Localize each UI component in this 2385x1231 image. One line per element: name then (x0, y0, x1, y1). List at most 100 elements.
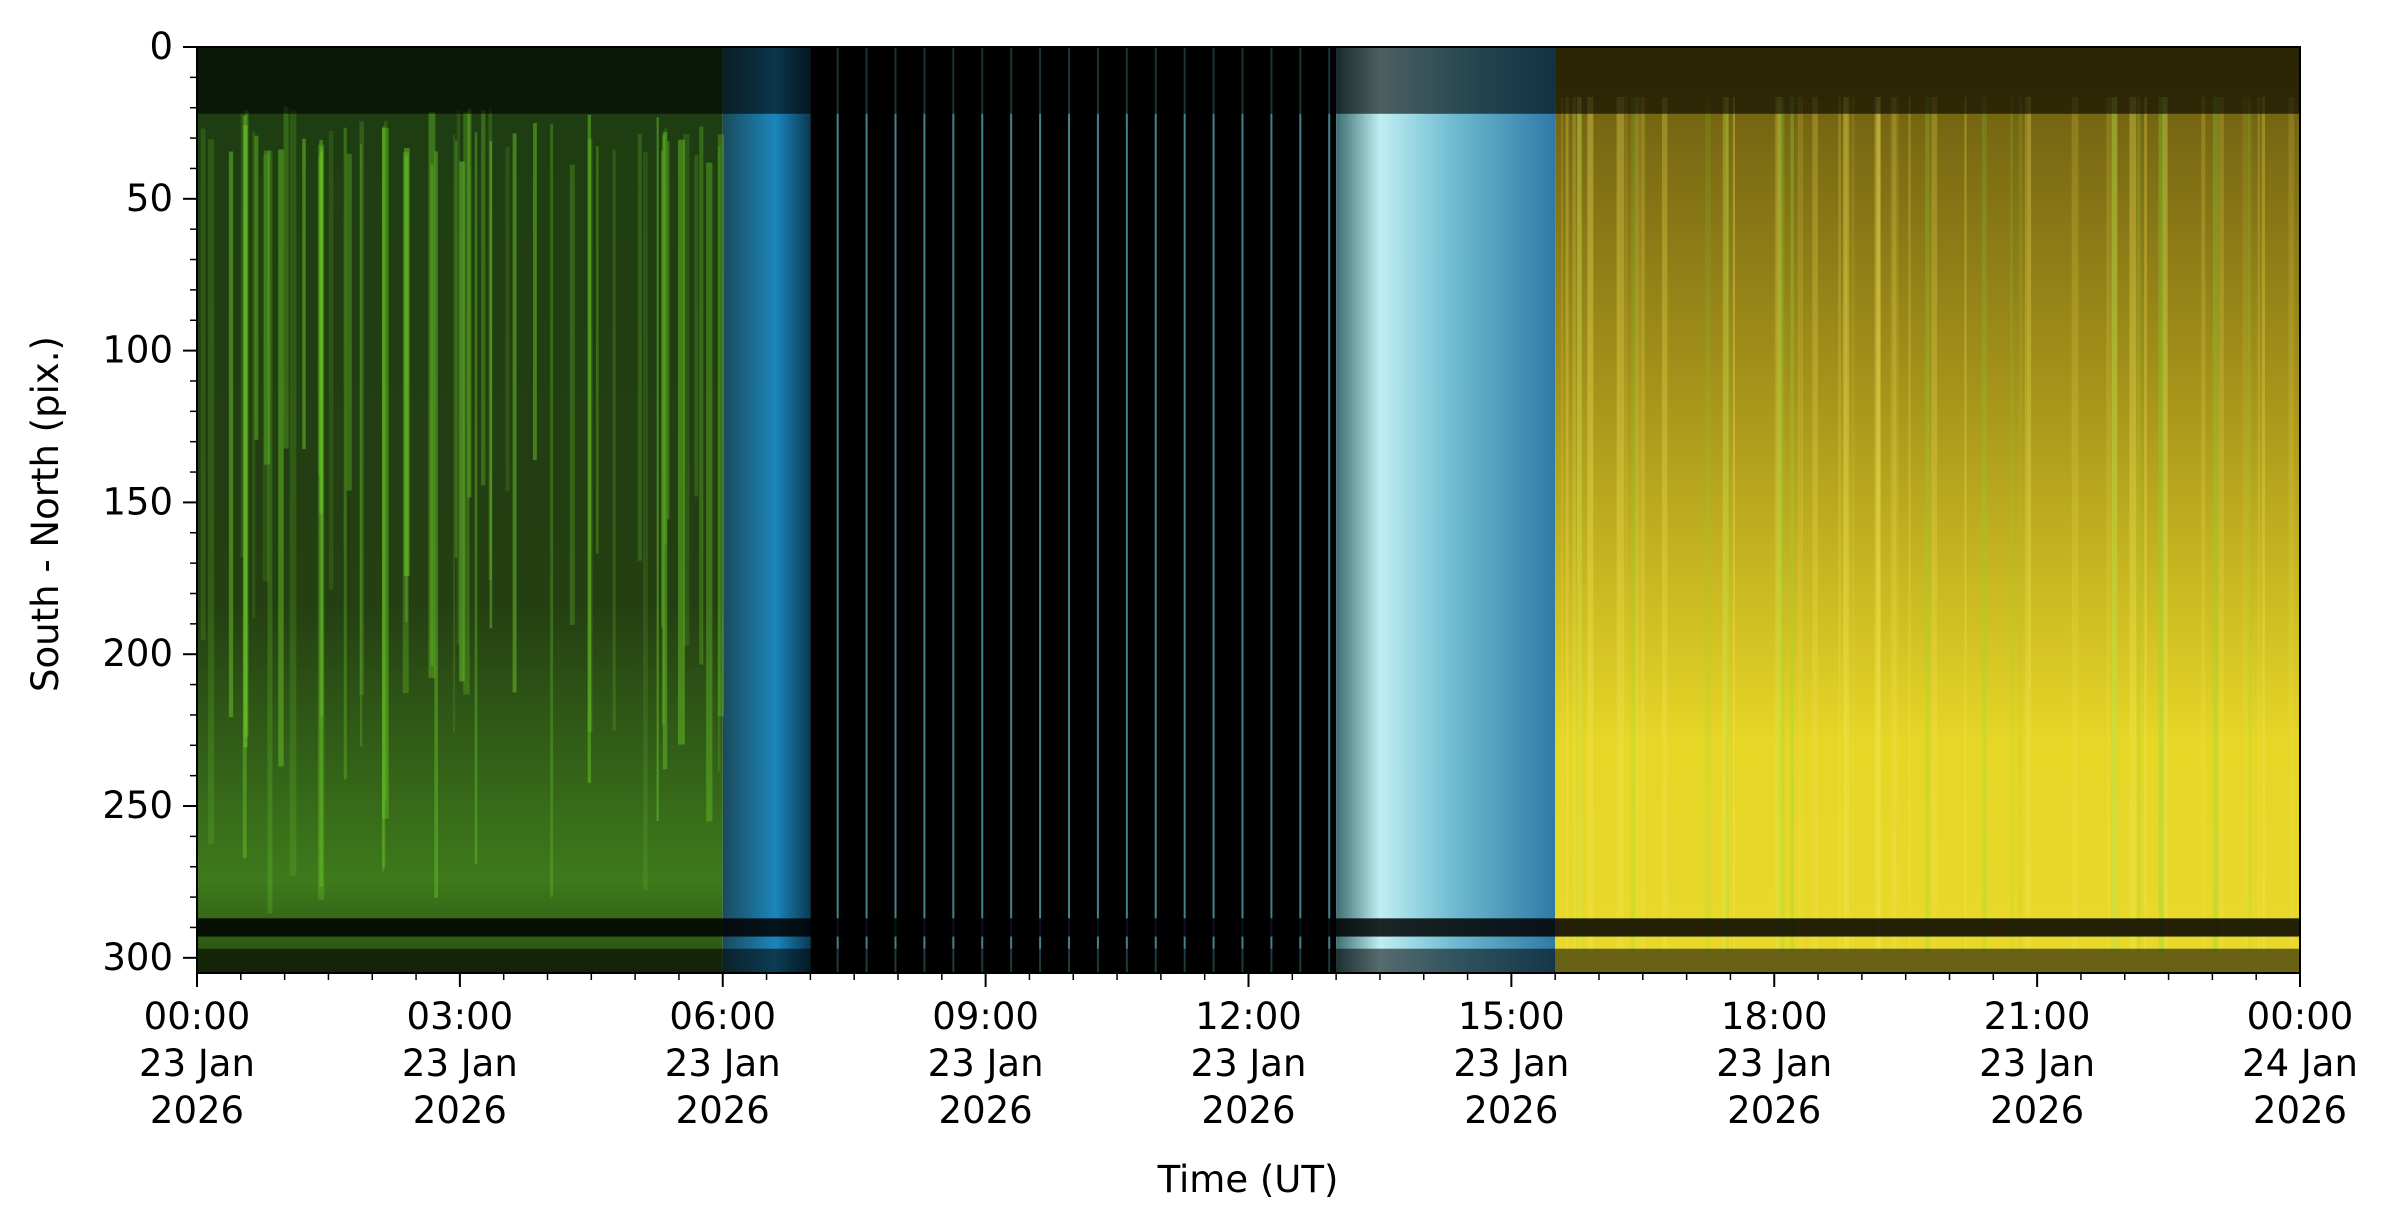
daylight-stripe (1154, 47, 1157, 973)
x-tick-label: 00:00 (144, 995, 251, 1038)
aurora-streak (302, 138, 306, 450)
x-tick-label: 12:00 (1195, 995, 1302, 1038)
y-tick-label: 200 (102, 632, 173, 675)
sky-streak (1908, 97, 1911, 953)
aurora-streak (359, 121, 365, 695)
sky-streak (1732, 97, 1735, 953)
sky-streak (1725, 97, 1729, 953)
aurora-streak (262, 154, 270, 582)
bottom-band (197, 948, 2300, 973)
aurora-streak (317, 156, 321, 475)
aurora-streak (489, 141, 493, 629)
aurora-streak (505, 146, 510, 492)
keogram-segment (722, 47, 811, 973)
aurora-streak (459, 161, 465, 682)
aurora-streak (662, 131, 668, 770)
sky-streak (1851, 97, 1855, 953)
aurora-streak (283, 107, 289, 449)
aurora-streak (382, 126, 386, 868)
aurora-streak (317, 144, 325, 900)
sky-streak (1705, 97, 1711, 953)
sky-streak (1625, 97, 1628, 953)
aurora-streak (428, 111, 436, 678)
daylight-stripe (1125, 47, 1128, 973)
aurora-streak (254, 135, 259, 440)
sky-streak (2071, 97, 2079, 953)
daylight-stripe (865, 47, 868, 973)
aurora-streak (667, 141, 670, 520)
daylight-stripe (1270, 47, 1273, 973)
x-tick-label: 23 Jan (1191, 1042, 1307, 1085)
x-tick-label: 23 Jan (402, 1042, 518, 1085)
aurora-streak (637, 134, 643, 561)
sky-streak (2163, 97, 2168, 953)
daylight-stripe (1096, 47, 1099, 973)
aurora-streak (243, 125, 248, 748)
x-tick-label: 03:00 (407, 995, 514, 1038)
aurora-streak (595, 146, 599, 554)
daylight-stripe (1183, 47, 1186, 973)
sky-streak (1572, 97, 1576, 953)
sky-streak (1981, 97, 1987, 953)
daylight-stripe (1067, 47, 1070, 973)
sky-streak (2111, 97, 2118, 953)
sky-streak (2111, 97, 2118, 953)
sky-streak (1722, 97, 1729, 953)
daylight-stripe (836, 47, 839, 973)
aurora-streak (289, 110, 297, 876)
plot-area (197, 47, 2300, 973)
aurora-streak (481, 110, 486, 486)
sky-streak (2248, 97, 2252, 953)
sky-streak (1777, 97, 1785, 953)
aurora-streak (208, 139, 215, 844)
x-axis-label: Time (UT) (1157, 1158, 1339, 1201)
x-tick-label: 23 Jan (139, 1042, 255, 1085)
x-tick-label: 2026 (1990, 1089, 2084, 1132)
x-tick-label: 2026 (939, 1089, 1033, 1132)
aurora-streak (717, 146, 721, 772)
aurora-streak (381, 128, 385, 873)
sky-streak (2137, 97, 2141, 953)
aurora-streak (660, 150, 664, 628)
x-tick-label: 23 Jan (1979, 1042, 2095, 1085)
aurora-streak (706, 162, 713, 822)
sky-streak (2144, 97, 2148, 953)
aurora-streak (434, 151, 439, 898)
aurora-streak (240, 111, 244, 558)
sky-streak (1631, 97, 1636, 953)
aurora-streak (664, 127, 668, 545)
sky-streak (1560, 97, 1564, 953)
aurora-streak (381, 127, 389, 819)
x-tick-label: 2026 (2253, 1089, 2347, 1132)
y-tick-label: 0 (149, 25, 173, 68)
sky-streak (1661, 97, 1668, 953)
aurora-streak (612, 149, 616, 731)
aurora-streak (512, 133, 517, 693)
aurora-streak (252, 131, 256, 619)
bottom-band (197, 918, 2300, 937)
aurora-streak (228, 151, 234, 718)
daylight-stripe (1241, 47, 1244, 973)
aurora-streak (467, 109, 472, 498)
x-tick-label: 2026 (150, 1089, 244, 1132)
y-tick-label: 50 (126, 177, 173, 220)
sky-streak (2257, 97, 2261, 953)
sky-streak (1617, 97, 1625, 953)
daylight-stripe (923, 47, 926, 973)
sky-streak (1775, 97, 1782, 953)
sky-streak (2158, 97, 2165, 953)
aurora-streak (267, 150, 273, 914)
sky-streak (1790, 97, 1794, 953)
keogram-segment (810, 47, 1337, 973)
aurora-streak (200, 128, 206, 641)
aurora-streak (550, 123, 554, 897)
daylight-stripe (1328, 47, 1331, 973)
sky-streak (2106, 97, 2111, 953)
aurora-streak (699, 126, 704, 665)
sky-streak (1576, 97, 1582, 953)
x-tick-label: 2026 (413, 1089, 507, 1132)
x-tick-label: 06:00 (669, 995, 776, 1038)
